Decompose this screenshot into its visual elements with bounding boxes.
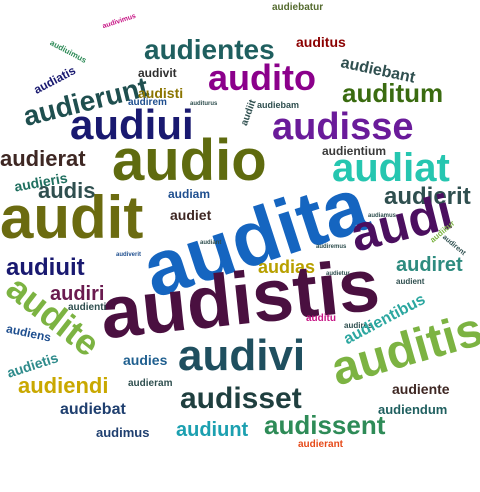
word: auditurus [190,101,218,107]
word: audimus [96,425,150,440]
word: audienti [68,302,107,313]
word: audientium [322,144,387,158]
word: audito [208,57,316,98]
word: audias [258,257,316,277]
word: audiam [168,187,211,201]
word: audierat [0,146,86,171]
word: audiat [332,146,450,190]
word: audiebatur [272,2,324,13]
word: audiret [396,254,463,276]
word: audiebam [257,100,300,110]
word: audivimus [101,12,137,31]
word: audio [112,128,267,193]
word: auditus [296,34,346,50]
word: audiri [50,283,105,305]
word: audiendum [378,402,448,417]
word: audires [344,321,373,330]
word: audiuit [6,254,85,281]
word: audirem [128,97,167,108]
word: auditum [342,78,444,108]
word: audiant [200,240,222,246]
word: audiui [70,101,194,148]
word: audit [0,184,144,251]
word: audiente [392,381,450,397]
word: audivit [138,66,177,80]
word: audiendi [18,373,109,398]
word: audiet [170,207,212,223]
word: audiuimus [48,38,89,65]
word: audissent [264,410,386,440]
word: audientes [144,34,275,65]
word: audient [396,277,425,286]
word: audietur [326,271,350,277]
word: audierit [384,183,471,210]
word: audis [38,178,96,203]
word: audiremus [316,244,347,250]
word: audiamus [368,213,397,219]
word: audiebat [60,401,126,418]
word: audiit [239,98,259,128]
word: audisse [272,106,414,148]
word: audisti [138,85,184,101]
word: audisset [180,382,302,415]
word: audiunt [176,419,249,441]
word: audies [123,352,168,368]
word: auditu [306,313,336,324]
word: audivi [178,331,306,380]
word: audierant [298,439,344,450]
word: audiverit [116,252,142,258]
word: audieram [128,378,173,389]
